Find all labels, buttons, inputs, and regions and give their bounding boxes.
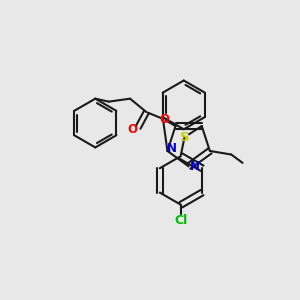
Text: Cl: Cl xyxy=(174,214,188,227)
Text: N: N xyxy=(190,160,200,173)
Text: N: N xyxy=(167,142,177,155)
Text: S: S xyxy=(180,131,189,144)
Text: O: O xyxy=(128,123,138,136)
Text: O: O xyxy=(159,113,169,126)
